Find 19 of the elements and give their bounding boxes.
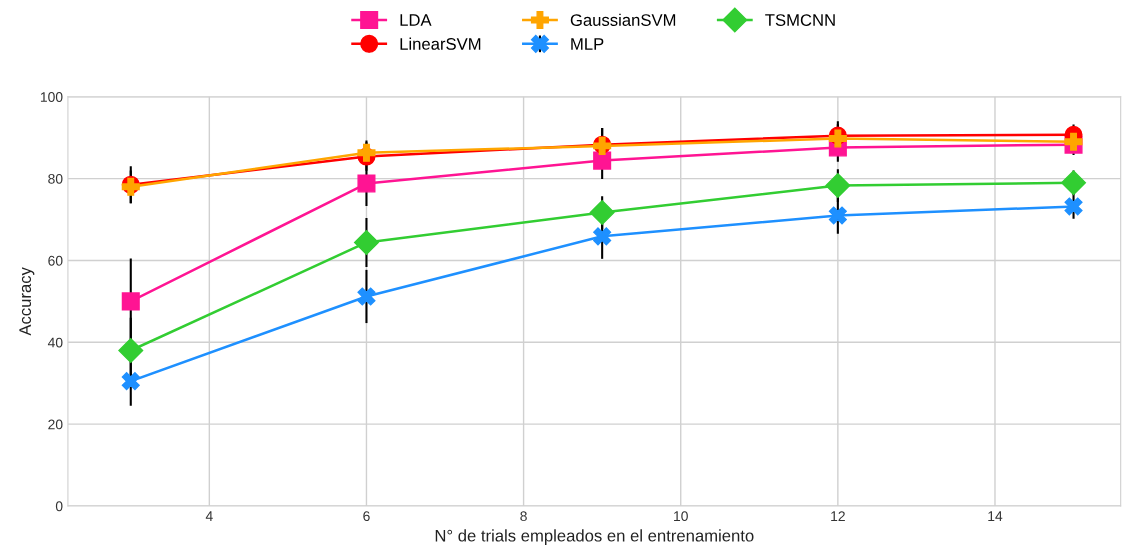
y-axis-title: Accuracy [19, 267, 35, 336]
y-tick-label: 60 [48, 255, 63, 266]
x-tick-label: 4 [205, 511, 213, 521]
y-tick-label: 80 [48, 173, 63, 184]
x-axis-title: N° de trials empleados en el entrenamiento [435, 529, 754, 545]
x-tick-label: 8 [520, 511, 527, 522]
legend-label: LDA [400, 14, 432, 26]
legend-label: LinearSVM [400, 37, 481, 50]
legend-label: TSMCNN [765, 14, 835, 26]
legend-label: MLP [571, 38, 604, 50]
y-tick-label: 100 [40, 92, 63, 102]
x-tick-label: 14 [988, 511, 1003, 521]
y-tick-label: 20 [48, 419, 63, 430]
x-tick-label: 10 [674, 511, 688, 522]
y-tick-label: 0 [55, 501, 63, 512]
x-tick-label: 12 [831, 511, 845, 521]
legend-label: GaussianSVM [570, 13, 676, 26]
y-tick-label: 40 [47, 337, 63, 348]
x-tick-label: 6 [363, 511, 370, 522]
